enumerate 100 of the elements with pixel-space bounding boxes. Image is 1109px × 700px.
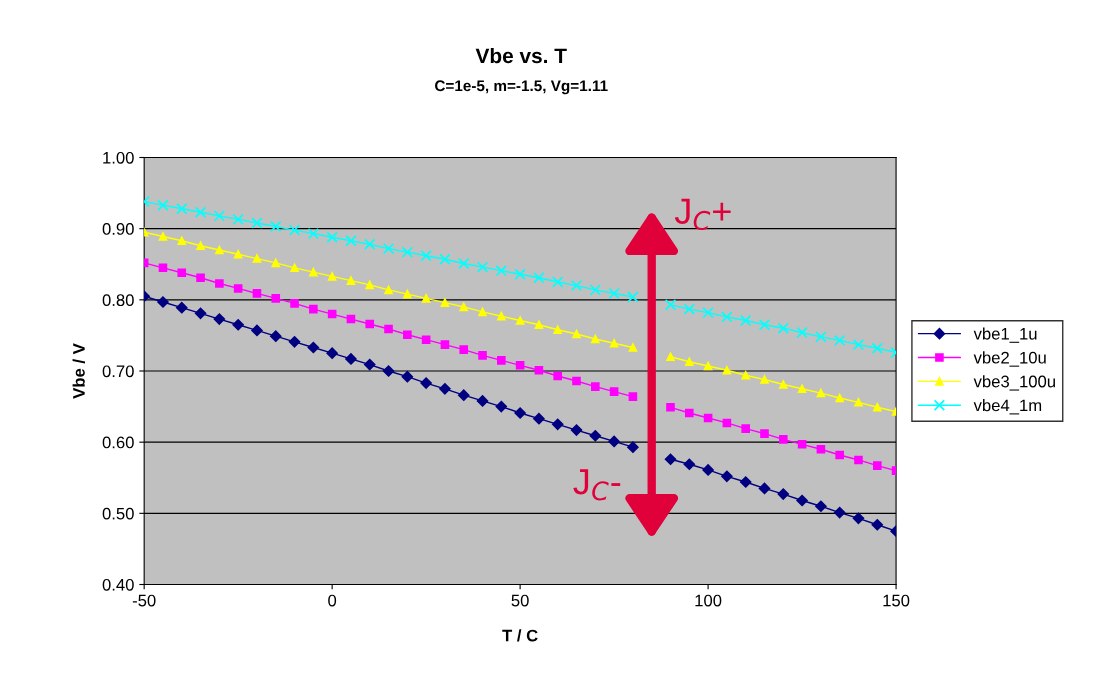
point xyxy=(251,324,263,337)
point xyxy=(326,231,338,243)
point xyxy=(401,246,414,258)
point xyxy=(232,318,244,331)
point xyxy=(384,285,393,295)
point xyxy=(158,232,168,241)
point xyxy=(741,424,750,433)
chart-subtitle: C=1e-5, m=-1.5, Vg=1.11 xyxy=(435,80,608,95)
point xyxy=(307,227,320,240)
point xyxy=(534,320,544,330)
point xyxy=(194,307,207,320)
point xyxy=(816,444,826,454)
point xyxy=(364,238,376,251)
point xyxy=(213,313,226,325)
point xyxy=(721,311,733,323)
point xyxy=(457,389,470,401)
point xyxy=(760,429,769,438)
point xyxy=(439,253,451,265)
point xyxy=(758,319,771,331)
point xyxy=(233,284,243,293)
legend-label: vbe4_1m xyxy=(973,399,1042,415)
point xyxy=(739,314,752,327)
point xyxy=(307,341,320,354)
point xyxy=(346,314,356,324)
point xyxy=(327,309,337,319)
point xyxy=(570,279,583,292)
point xyxy=(739,476,752,488)
point xyxy=(758,482,771,495)
point xyxy=(440,340,450,349)
chart-title: Vbe vs. T xyxy=(475,47,567,64)
point xyxy=(271,258,281,268)
point xyxy=(741,370,750,380)
legend-label: vbe2_10u xyxy=(973,351,1046,367)
x-tick-label: -50 xyxy=(132,594,156,607)
point xyxy=(608,435,620,448)
point xyxy=(440,298,450,307)
point xyxy=(852,512,865,525)
point xyxy=(683,458,696,470)
point xyxy=(290,299,299,308)
point xyxy=(365,319,375,329)
point xyxy=(497,356,506,365)
point xyxy=(271,294,281,303)
point xyxy=(572,329,581,339)
point xyxy=(572,376,581,386)
y-tick-label: 0.50 xyxy=(102,507,134,520)
point xyxy=(495,400,508,413)
point xyxy=(778,380,788,389)
y-tick-label: 0.60 xyxy=(102,436,134,449)
point xyxy=(252,289,262,298)
point xyxy=(796,326,808,339)
point xyxy=(533,272,545,284)
point xyxy=(157,296,169,308)
point xyxy=(721,470,733,483)
point xyxy=(458,257,470,270)
point xyxy=(288,336,301,348)
point xyxy=(158,263,168,273)
point xyxy=(384,324,393,334)
point xyxy=(309,304,318,314)
point xyxy=(570,424,583,436)
point xyxy=(403,289,412,299)
point xyxy=(777,488,790,500)
point xyxy=(382,242,395,255)
point xyxy=(403,330,412,340)
point xyxy=(327,272,337,281)
point xyxy=(854,455,863,465)
point xyxy=(835,450,844,460)
point xyxy=(666,352,675,362)
point xyxy=(382,365,395,377)
x-tick-label: 0 xyxy=(328,594,337,607)
point xyxy=(852,338,865,351)
point xyxy=(872,402,882,412)
point xyxy=(609,387,619,396)
point xyxy=(553,371,563,381)
annotation: J$_{C}$- xyxy=(573,469,621,501)
point xyxy=(232,213,244,226)
point xyxy=(608,287,620,300)
point xyxy=(196,273,205,283)
point xyxy=(270,330,282,342)
point xyxy=(702,464,714,476)
point xyxy=(666,402,675,412)
point xyxy=(777,322,789,334)
point xyxy=(194,206,207,218)
point xyxy=(401,370,414,383)
point xyxy=(871,518,884,531)
point xyxy=(609,338,619,348)
point xyxy=(215,279,224,288)
point xyxy=(683,303,695,315)
point xyxy=(476,261,489,273)
point xyxy=(495,264,508,277)
point xyxy=(515,360,525,370)
x-tick-label: 100 xyxy=(695,594,722,607)
point xyxy=(872,461,882,470)
point xyxy=(196,241,205,251)
x-tick-label: 150 xyxy=(883,594,910,607)
point xyxy=(252,254,262,263)
y-axis-title: Vbe / V xyxy=(72,343,85,399)
point xyxy=(177,268,187,278)
point xyxy=(497,311,506,321)
annotation: J$_{C}$+ xyxy=(674,198,731,230)
point xyxy=(760,375,769,384)
